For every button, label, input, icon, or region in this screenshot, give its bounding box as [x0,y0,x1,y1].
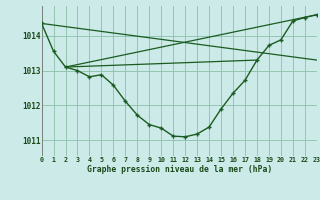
X-axis label: Graphe pression niveau de la mer (hPa): Graphe pression niveau de la mer (hPa) [87,165,272,174]
